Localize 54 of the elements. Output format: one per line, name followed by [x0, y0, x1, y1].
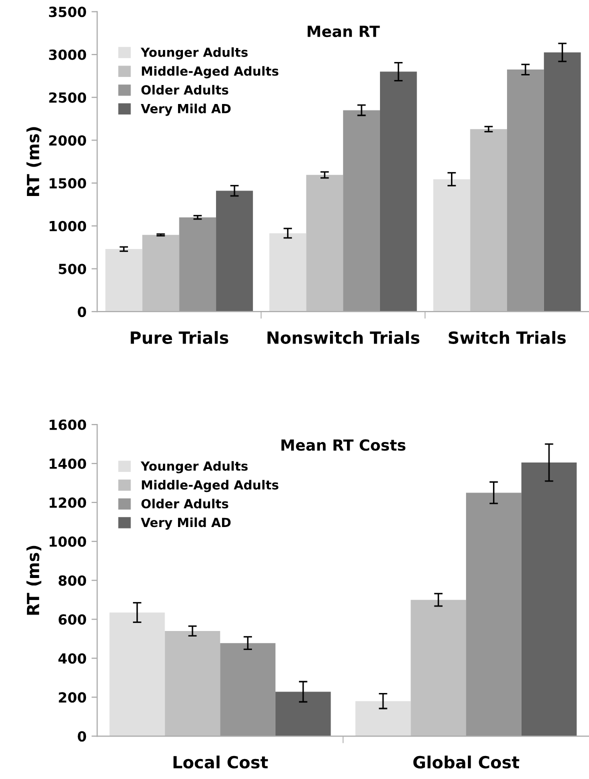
y-tick-label: 3500	[49, 6, 86, 18]
bar	[306, 174, 344, 312]
bar	[380, 72, 417, 312]
bar	[220, 643, 276, 736]
y-tick-label: 3000	[49, 50, 86, 60]
y-tick-label: 2000	[49, 135, 86, 146]
legend-label: Very Mild AD	[140, 104, 231, 116]
y-tick-label: 1200	[50, 497, 86, 508]
y-axis-title: RT (ms)	[26, 127, 42, 196]
bar	[275, 692, 331, 736]
y-tick-label: 600	[58, 614, 86, 625]
y-tick-label: 1500	[50, 178, 86, 189]
bar	[179, 217, 216, 312]
y-tick-label: 400	[58, 653, 86, 664]
y-tick-label: 1600	[50, 420, 86, 430]
text: Mean RT Costs	[281, 439, 406, 451]
y-tick-label: 1400	[50, 458, 86, 469]
bar	[521, 462, 577, 736]
bar	[269, 233, 306, 312]
bar	[466, 492, 522, 736]
bar	[105, 249, 142, 312]
legend-label: Middle-Aged Adults	[142, 66, 278, 78]
x-tick-label: Global Cost	[413, 756, 520, 768]
bar	[109, 612, 165, 736]
x-tick-label: Local Cost	[174, 756, 268, 768]
x-tick-label: Pure Trials	[130, 331, 228, 344]
y-tick-label: 200	[58, 692, 86, 703]
bar	[410, 600, 466, 736]
bar	[507, 70, 544, 312]
legend-label: Middle-Aged Adults	[142, 480, 278, 492]
bar	[544, 52, 581, 312]
bar	[142, 234, 180, 312]
y-axis-title: RT (ms)	[26, 546, 42, 615]
bar	[355, 701, 411, 736]
x-tick-label: Switch Trials	[448, 331, 566, 344]
bar	[216, 190, 253, 312]
legend-label: Younger Adults	[140, 461, 248, 474]
legend-label: Older Adults	[141, 84, 228, 95]
y-tick-label: 0	[78, 306, 86, 318]
y-tick-label: 1000	[50, 536, 86, 547]
bar	[470, 129, 508, 312]
bar	[433, 179, 470, 312]
legend-label: Younger Adults	[140, 47, 248, 60]
x-tick-label: Nonswitch Trials	[268, 331, 420, 344]
y-tick-label: 1000	[50, 220, 86, 232]
text: Mean RT	[308, 26, 380, 38]
y-tick-label: 800	[58, 575, 86, 586]
legend-label: Very Mild AD	[140, 517, 231, 530]
y-tick-label: 500	[58, 264, 86, 274]
y-tick-label: 0	[78, 731, 86, 742]
bar	[164, 630, 220, 736]
legend-label: Older Adults	[141, 498, 228, 508]
bar	[343, 110, 380, 312]
y-tick-label: 2500	[49, 92, 86, 103]
